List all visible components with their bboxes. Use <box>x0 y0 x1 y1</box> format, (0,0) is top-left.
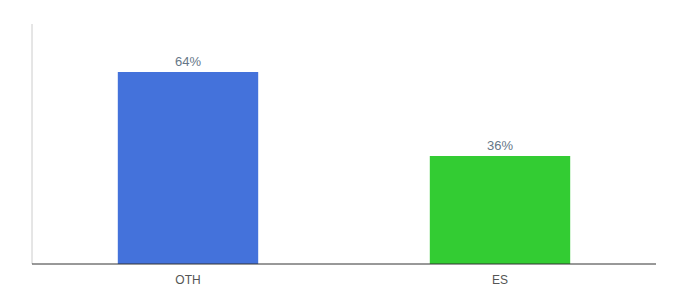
bar <box>118 72 258 264</box>
chart-container: 64% 36% OTH ES <box>0 0 680 300</box>
x-axis-line <box>32 264 656 265</box>
x-tick-label: ES <box>492 273 508 287</box>
bar <box>430 156 570 264</box>
data-label: 64% <box>175 54 201 69</box>
chart-svg: 64% 36% OTH ES <box>0 0 680 300</box>
plot-area: 64% 36% OTH ES <box>32 24 656 287</box>
data-label: 36% <box>487 138 513 153</box>
x-tick-label: OTH <box>175 273 200 287</box>
y-axis-line <box>32 24 33 264</box>
bars <box>118 72 570 264</box>
